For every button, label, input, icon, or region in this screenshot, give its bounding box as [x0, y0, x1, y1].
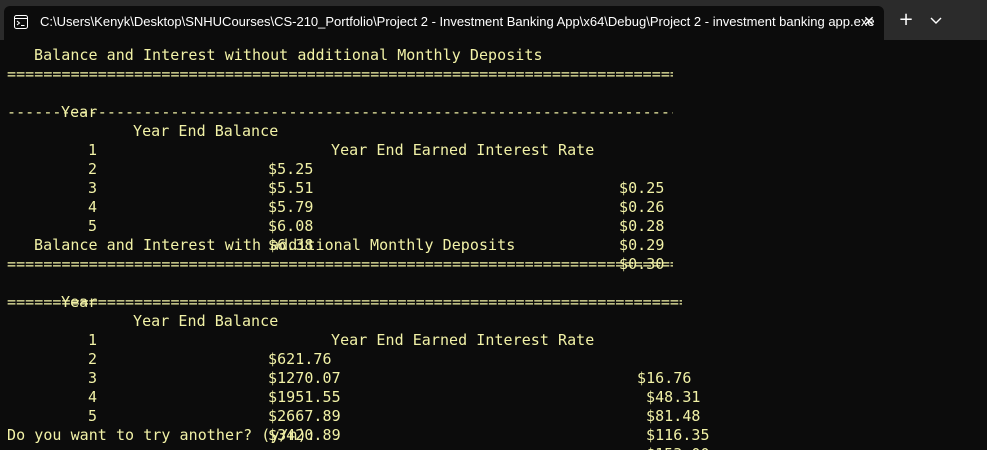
row-balance: $621.76	[268, 350, 332, 368]
row-balance: $1951.55	[268, 388, 341, 406]
row-interest: $153.00	[646, 445, 710, 450]
table-row: 2 $5.51 $0.26	[7, 141, 664, 216]
header-interest: Year End Earned Interest Rate	[331, 331, 595, 349]
row-year: 1	[88, 331, 98, 349]
table-row: 1 $621.76 $16.76	[7, 312, 691, 387]
row-balance: $2667.89	[268, 407, 341, 425]
row-interest: $16.76	[637, 369, 692, 387]
row-interest: $0.29	[619, 236, 665, 254]
row-year: 4	[88, 388, 98, 406]
tab-bar: C:\Users\Kenyk\Desktop\SNHUCourses\CS-21…	[0, 0, 987, 40]
section2-header: Year Year End Balance Year End Earned In…	[7, 274, 594, 349]
row-year: 5	[88, 217, 98, 235]
row-interest: $0.26	[619, 198, 665, 216]
section2-separator-bottom: ========================================…	[7, 293, 682, 311]
row-year: 3	[88, 179, 98, 197]
tab-title: C:\Users\Kenyk\Desktop\SNHUCourses\CS-21…	[40, 14, 875, 29]
section1-title: Balance and Interest without additional …	[34, 46, 543, 64]
table-row: 4 $2667.89 $116.35	[7, 369, 710, 444]
row-year: 5	[88, 407, 98, 425]
section2-separator-top: ========================================…	[7, 255, 673, 273]
row-interest: $0.28	[619, 217, 665, 235]
row-interest: $0.30	[619, 255, 665, 273]
chevron-down-icon[interactable]	[926, 10, 946, 30]
row-balance: $5.79	[268, 198, 314, 216]
row-year: 2	[88, 160, 98, 178]
new-tab-button[interactable]: +	[898, 9, 914, 30]
row-year: 3	[88, 369, 98, 387]
row-balance: $6.08	[268, 217, 314, 235]
section1-separator-top: ========================================…	[7, 65, 673, 83]
header-balance: Year End Balance	[133, 122, 279, 140]
table-row: 3 $1951.55 $81.48	[7, 350, 700, 425]
row-balance: $1270.07	[268, 369, 341, 387]
section1-separator-bottom: ----------------------------------------…	[7, 103, 673, 121]
row-interest: $0.25	[619, 179, 665, 197]
row-balance: $3420.89	[268, 426, 341, 444]
terminal-icon	[14, 15, 28, 29]
table-row: 4 $6.08 $0.29	[7, 179, 664, 254]
row-balance: $5.51	[268, 179, 314, 197]
row-interest: $48.31	[646, 388, 701, 406]
row-year: 2	[88, 350, 98, 368]
table-row: 5 $6.38 $0.30	[7, 198, 664, 273]
close-icon[interactable]: ✕	[863, 14, 875, 30]
section1-header: Year Year End Balance Year End Earned In…	[7, 84, 594, 159]
table-row: 5 $3420.89 $153.00	[7, 388, 710, 450]
header-interest: Year End Earned Interest Rate	[331, 141, 595, 159]
input-prompt[interactable]: Do you want to try another? (y/n):	[7, 426, 316, 444]
row-year: 1	[88, 141, 98, 159]
row-balance: $6.38	[268, 236, 314, 254]
table-row: 3 $5.79 $0.28	[7, 160, 664, 235]
tab-active[interactable]: C:\Users\Kenyk\Desktop\SNHUCourses\CS-21…	[4, 6, 884, 40]
row-year: 4	[88, 198, 98, 216]
row-interest: $81.48	[646, 407, 701, 425]
table-row: 2 $1270.07 $48.31	[7, 331, 700, 406]
section2-title: Balance and Interest with additional Mon…	[34, 236, 516, 254]
table-row: 1 $5.25 $0.25	[7, 122, 664, 197]
row-balance: $5.25	[268, 160, 314, 178]
row-interest: $116.35	[646, 426, 710, 444]
header-balance: Year End Balance	[133, 312, 279, 330]
header-year: Year	[61, 103, 98, 121]
header-year: Year	[61, 293, 98, 311]
